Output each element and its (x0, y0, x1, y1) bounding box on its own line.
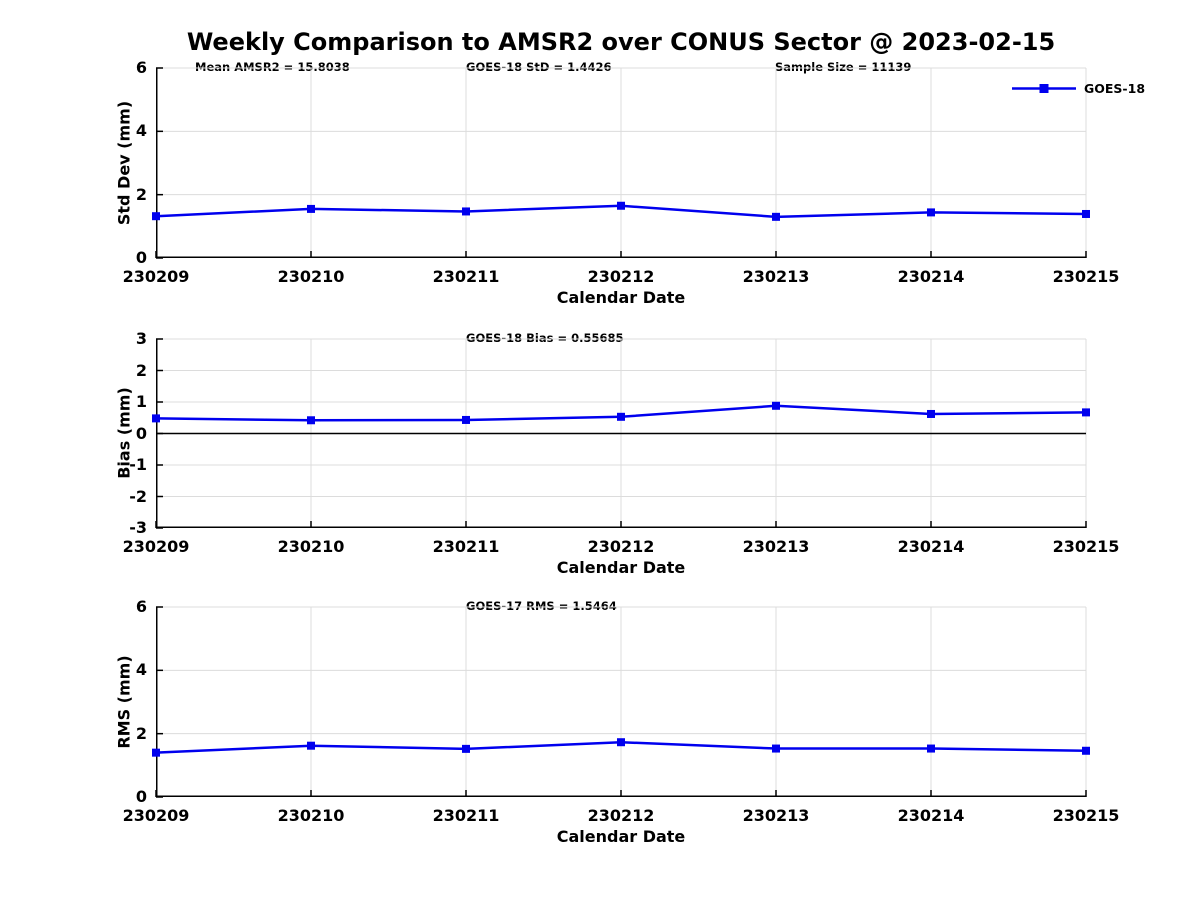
y-tick-label: 4 (135, 660, 147, 680)
data-point-marker (617, 412, 625, 421)
x-tick-label: 230210 (277, 537, 345, 556)
y-tick-label: 2 (135, 184, 147, 204)
x-tick-label: 230212 (587, 537, 655, 556)
plot-rms (152, 606, 1090, 798)
data-point-marker (617, 738, 625, 747)
data-point-marker (307, 204, 315, 213)
y-tick-label: 4 (135, 121, 147, 141)
plot-bias (152, 338, 1090, 529)
x-tick-label: 230212 (587, 806, 655, 825)
data-point-marker (307, 741, 315, 750)
plot-stddev (152, 67, 1090, 259)
data-point-marker (617, 201, 625, 210)
data-point-marker (152, 212, 160, 221)
legend-line-sample (1012, 84, 1076, 93)
y-tick-label: -3 (129, 518, 147, 537)
data-point-marker (1082, 209, 1090, 218)
x-tick-label: 230214 (897, 537, 965, 556)
x-tick-label: 230210 (277, 806, 345, 825)
y-tick-label: 1 (135, 392, 147, 411)
x-tick-label: 230213 (742, 806, 810, 825)
data-point-marker (462, 415, 470, 424)
data-point-marker (927, 744, 935, 753)
data-point-marker (927, 208, 935, 217)
x-tick-label: 230215 (1052, 267, 1120, 286)
x-axis-label-rms: Calendar Date (556, 827, 686, 846)
data-point-marker (927, 409, 935, 418)
legend-label: GOES-18 (1084, 81, 1146, 96)
annotation-goes17-rms: GOES-17 RMS = 1.5464 (466, 599, 617, 613)
data-point-marker (1082, 408, 1090, 417)
x-tick-label: 230211 (432, 806, 500, 825)
data-point-marker (307, 416, 315, 425)
data-point-marker (462, 207, 470, 216)
y-tick-label: 0 (135, 248, 147, 267)
legend: GOES-18 (1012, 81, 1145, 96)
y-tick-label: 2 (135, 723, 147, 743)
y-tick-label: 2 (135, 360, 147, 380)
x-tick-label: 230211 (432, 537, 500, 556)
annotation-sample-size: Sample Size = 11139 (775, 60, 912, 74)
data-point-marker (152, 414, 160, 423)
data-point-marker (152, 748, 160, 757)
y-axis-label-stddev: Std Dev (mm) (114, 100, 134, 226)
x-tick-label: 230211 (432, 267, 500, 286)
y-tick-label: -2 (129, 486, 147, 506)
x-tick-label: 230213 (742, 267, 810, 286)
x-tick-label: 230214 (897, 806, 965, 825)
x-tick-label: 230209 (122, 267, 190, 286)
data-point-marker (462, 744, 470, 753)
y-tick-label: 6 (135, 597, 147, 616)
y-tick-label: 3 (135, 329, 147, 348)
x-axis-label-stddev: Calendar Date (556, 288, 686, 307)
y-tick-label: 0 (135, 423, 147, 443)
x-axis-label-bias: Calendar Date (556, 558, 686, 577)
data-point-marker (772, 744, 780, 753)
legend-square-marker-icon (1039, 84, 1049, 93)
x-tick-label: 230213 (742, 537, 810, 556)
x-tick-label: 230210 (277, 267, 345, 286)
annotation-goes18-bias: GOES-18 Bias = 0.55685 (466, 331, 624, 345)
y-tick-label: 0 (135, 787, 147, 806)
x-tick-label: 230209 (122, 806, 190, 825)
data-point-marker (772, 401, 780, 410)
y-tick-label: -1 (129, 455, 147, 474)
figure-title: Weekly Comparison to AMSR2 over CONUS Se… (186, 28, 1056, 56)
y-tick-label: 6 (135, 58, 147, 77)
x-tick-label: 230212 (587, 267, 655, 286)
x-tick-label: 230209 (122, 537, 190, 556)
x-tick-label: 230215 (1052, 806, 1120, 825)
x-tick-label: 230215 (1052, 537, 1120, 556)
data-point-marker (1082, 746, 1090, 755)
data-point-marker (772, 212, 780, 221)
x-tick-label: 230214 (897, 267, 965, 286)
annotation-goes18-std: GOES-18 StD = 1.4426 (466, 60, 612, 74)
